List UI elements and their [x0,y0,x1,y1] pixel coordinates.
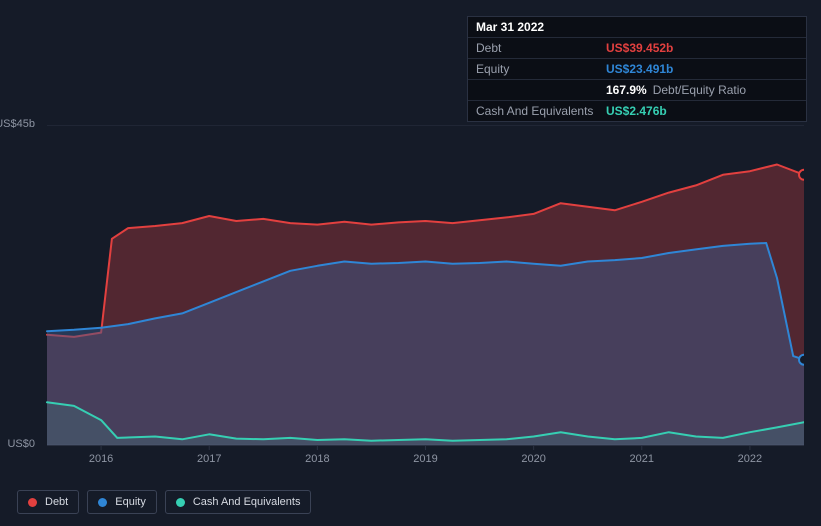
tooltip-row-label: Cash And Equivalents [476,104,606,118]
legend-item[interactable]: Equity [87,490,157,514]
x-tick-label: 2021 [630,453,654,465]
y-tick-label: US$45b [0,118,35,130]
series-end-marker [799,355,804,365]
tooltip-row: DebtUS$39.452b [468,38,806,59]
tooltip-row-value: US$2.476b [606,104,667,118]
x-tick-label: 2020 [521,453,545,465]
chart-legend: Debt Equity Cash And Equivalents [17,490,311,514]
x-tick-label: 2017 [197,453,221,465]
legend-swatch [28,498,37,507]
x-tick-label: 2018 [305,453,329,465]
legend-label: Equity [115,496,146,508]
legend-swatch [176,498,185,507]
chart-plot-wrap: 2016201720182019202020212022 US$0US$45b [17,125,804,470]
tooltip-row: 167.9% Debt/Equity Ratio [468,80,806,101]
legend-label: Cash And Equivalents [193,496,301,508]
tooltip-row: EquityUS$23.491b [468,59,806,80]
y-tick-label: US$0 [0,438,35,450]
legend-swatch [98,498,107,507]
tooltip-row-value: US$39.452b [606,41,673,55]
series-end-marker [799,170,804,180]
tooltip-row: Cash And EquivalentsUS$2.476b [468,101,806,121]
tooltip-row-label: Equity [476,62,606,76]
legend-item[interactable]: Cash And Equivalents [165,490,312,514]
tooltip-title-text: Mar 31 2022 [476,20,544,34]
tooltip-row-label: Debt [476,41,606,55]
x-tick-label: 2019 [413,453,437,465]
tooltip-row-value: US$23.491b [606,62,673,76]
tooltip-title: Mar 31 2022 [468,17,806,38]
x-tick-label: 2022 [738,453,762,465]
chart-svg[interactable]: 2016 2017 2018 2019 2020 2021 2022 [17,125,804,470]
legend-label: Debt [45,496,68,508]
tooltip-row-value: 167.9% [606,83,647,97]
tooltip-row-extra: Debt/Equity Ratio [653,83,746,97]
legend-item[interactable]: Debt [17,490,79,514]
chart-tooltip: Mar 31 2022DebtUS$39.452bEquityUS$23.491… [467,16,807,122]
chart-container: Mar 31 2022DebtUS$39.452bEquityUS$23.491… [0,0,821,526]
x-tick-label: 2016 [89,453,113,465]
